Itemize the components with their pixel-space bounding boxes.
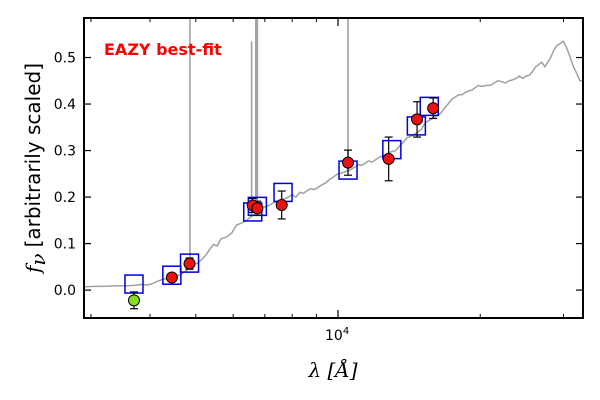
ticks-layer: 0.0 0.1 0.2 0.3 0.4 0.5 [54, 18, 583, 318]
y-tick-label: 0.0 [54, 283, 76, 299]
y-axis-label: fν[arbitrarily scaled] [21, 63, 50, 275]
observed-point [411, 113, 424, 126]
emission-lines-layer [189, 18, 349, 268]
observed-point-outlier [127, 294, 140, 307]
svg-text:fν[arbitrarily scaled]: fν[arbitrarily scaled] [21, 63, 50, 275]
observed-point [275, 198, 288, 211]
model-flux-box [179, 253, 200, 273]
template-spectrum-line [84, 40, 583, 288]
y-tick-label: 0.5 [54, 51, 76, 67]
model-flux-box [162, 265, 182, 285]
y-tick-label: 0.4 [54, 97, 76, 113]
observed-point [382, 152, 395, 165]
observed-point [342, 156, 355, 169]
y-tick-label: 0.3 [54, 144, 76, 160]
x-tick-label: 104 [325, 326, 349, 344]
observed-point [183, 257, 196, 270]
x-tick-label-group: 104 [325, 326, 349, 344]
x-tick-label-exp: 4 [343, 326, 349, 337]
observed-point [427, 102, 440, 115]
x-tick-label-base: 10 [325, 328, 343, 344]
observed-points-layer [127, 102, 440, 307]
annotation-label: EAZY best-fit [104, 40, 222, 59]
y-tick-label: 0.1 [54, 237, 76, 253]
y-axis-subscript: ν [26, 253, 50, 265]
x-axis-label: λ [Å] [307, 357, 357, 382]
observed-point [251, 202, 264, 215]
plot-background [84, 18, 583, 318]
observed-point [165, 271, 178, 284]
plot-frame [83, 17, 584, 319]
y-tick-label: 0.2 [54, 190, 76, 206]
template-layer [84, 40, 583, 288]
y-axis-text: [arbitrarily scaled] [21, 63, 45, 247]
